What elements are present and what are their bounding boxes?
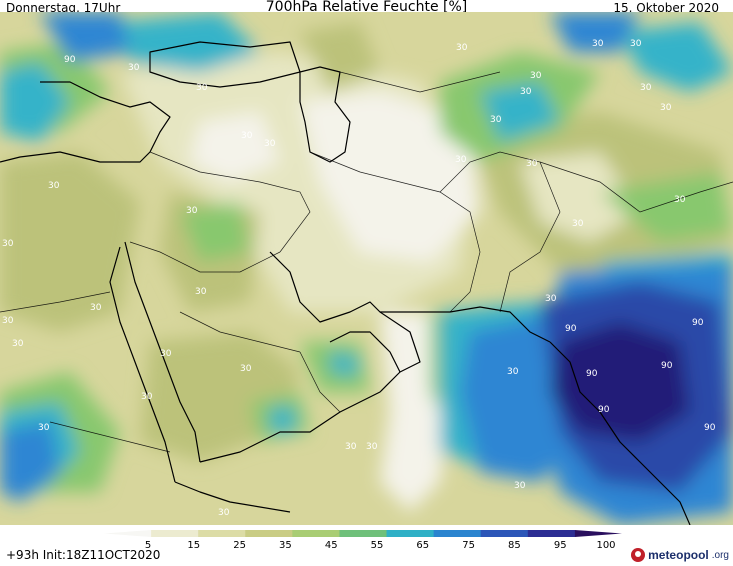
colorbar-tick-label: 25 [233, 540, 246, 550]
contour-label: 30 [530, 71, 542, 81]
colorbar-tick-label: 95 [554, 540, 567, 550]
contour-label: 30 [592, 39, 604, 49]
contour-label: 90 [598, 405, 610, 415]
contour-label: 30 [128, 63, 140, 73]
colorbar-segment [198, 530, 246, 537]
colorbar-tick-label: 35 [279, 540, 292, 550]
meteopool-logo-icon [631, 548, 646, 562]
contour-label: 30 [514, 481, 526, 491]
colorbar-tick-label: 65 [416, 540, 429, 550]
colorbar-segment [245, 530, 293, 537]
contour-label: 30 [186, 206, 198, 216]
contour-label: 30 [455, 155, 467, 165]
valid-date-label: 15. Oktober 2020 [613, 1, 719, 15]
contour-label: 30 [507, 367, 519, 377]
contour-label: 30 [674, 195, 686, 205]
contour-label: 30 [572, 219, 584, 229]
contour-label: 30 [196, 83, 208, 93]
colorbar: 5 15 25 35 45 55 65 75 85 95 100 [104, 530, 622, 550]
contour-label: 30 [241, 131, 253, 141]
logo-tld: .org [711, 549, 729, 561]
coastlines [0, 41, 691, 525]
logo-name: meteopool [648, 548, 709, 562]
contour-labels: 30 30 30 30 30 30 30 30 30 30 30 30 30 3… [2, 39, 716, 518]
colorbar-tick-label: 85 [508, 540, 521, 550]
contour-label: 30 [366, 442, 378, 452]
contour-label: 30 [630, 39, 642, 49]
contour-label: 90 [586, 369, 598, 379]
contour-label: 90 [64, 55, 76, 65]
country-borders [0, 71, 733, 453]
contour-label: 30 [12, 339, 24, 349]
colorbar-tick-label: 5 [145, 540, 151, 550]
map-title: 700hPa Relative Feuchte [%] [265, 0, 468, 15]
contour-label: 30 [90, 303, 102, 313]
contour-label: 30 [520, 87, 532, 97]
contour-label: 90 [565, 324, 577, 334]
contour-label: 30 [640, 83, 652, 93]
contour-label: 30 [526, 159, 538, 169]
colorbar-tick-label: 75 [462, 540, 475, 550]
colorbar-segment [527, 530, 576, 537]
contour-label: 30 [345, 442, 357, 452]
valid-time-label: Donnerstag, 17Uhr [6, 1, 121, 15]
colorbar-segment [339, 530, 388, 537]
colorbar-tick-label: 45 [325, 540, 338, 550]
contour-label: 30 [38, 423, 50, 433]
humidity-map: 30 30 30 30 30 30 30 30 30 30 30 30 30 3… [0, 12, 733, 525]
colorbar-segment [433, 530, 482, 537]
contour-label: 30 [264, 139, 276, 149]
colorbar-segment [292, 530, 340, 537]
contour-label: 30 [490, 115, 502, 125]
colorbar-tick-label: 15 [187, 540, 200, 550]
colorbar-segment [151, 530, 199, 537]
humidity-field [0, 12, 733, 525]
contour-label: 30 [456, 43, 468, 53]
contour-label: 30 [141, 392, 153, 402]
contour-label: 30 [48, 181, 60, 191]
contour-label: 30 [240, 364, 252, 374]
contour-label: 30 [2, 316, 14, 326]
contour-label: 30 [195, 287, 207, 297]
contour-label: 30 [2, 239, 14, 249]
contour-label: 30 [545, 294, 557, 304]
contour-label: 90 [692, 318, 704, 328]
contour-label: 30 [660, 103, 672, 113]
colorbar-segment [574, 530, 622, 537]
model-run-label: +93h Init:18Z11OCT2020 [6, 548, 161, 562]
contour-label: 90 [704, 423, 716, 433]
contour-label: 30 [160, 349, 172, 359]
meteopool-logo[interactable]: meteopool .org [631, 546, 729, 564]
colorbar-segment [386, 530, 435, 537]
colorbar-segment [480, 530, 529, 537]
contour-label: 90 [661, 361, 673, 371]
colorbar-segment [104, 530, 152, 537]
colorbar-tick-label: 100 [596, 540, 615, 550]
colorbar-tick-label: 55 [371, 540, 384, 550]
contour-label: 30 [218, 508, 230, 518]
